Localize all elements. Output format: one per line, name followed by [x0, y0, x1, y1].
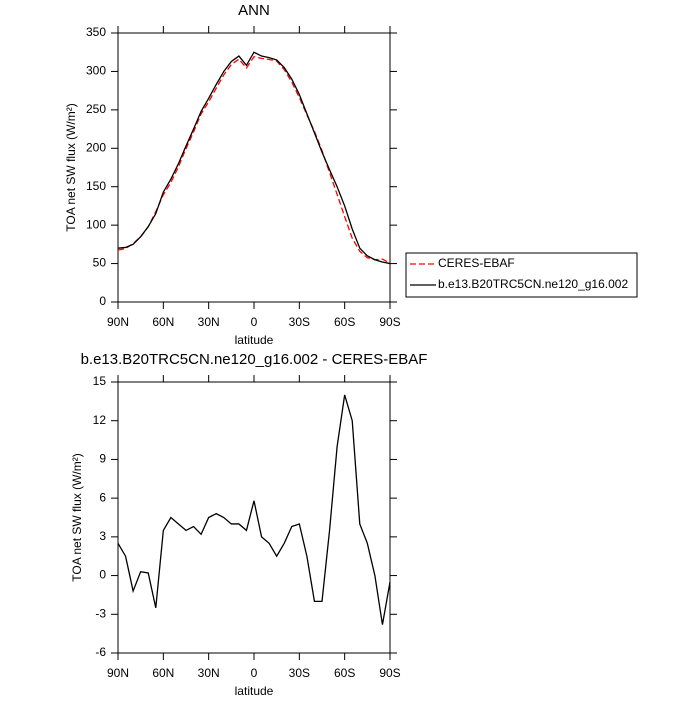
- x-tick-label: 60S: [334, 666, 355, 680]
- x-tick-label: 30S: [289, 315, 310, 329]
- y-tick-label: 100: [86, 217, 106, 231]
- legend-box: [405, 252, 638, 298]
- y-tick-label: 12: [93, 413, 107, 427]
- plot-frame: [117, 32, 391, 303]
- y-tick-label: 0: [99, 294, 106, 308]
- chart-title: ANN: [238, 2, 270, 19]
- legend-label: CERES-EBAF: [438, 256, 515, 270]
- y-tick-label: 200: [86, 140, 106, 154]
- x-axis-label: latitude: [235, 684, 274, 698]
- data-line: [117, 394, 391, 625]
- x-tick-label: 30N: [198, 315, 220, 329]
- data-line: [117, 55, 391, 264]
- y-tick-label: 9: [99, 452, 106, 466]
- y-tick-label: 300: [86, 64, 106, 78]
- x-tick-label: 60N: [152, 315, 174, 329]
- y-tick-label: -3: [95, 606, 106, 620]
- y-tick-label: 0: [99, 568, 106, 582]
- y-axis-label: TOA net SW flux (W/m²): [64, 103, 78, 231]
- x-axis-label: latitude: [235, 333, 274, 347]
- y-tick-label: 15: [93, 374, 107, 388]
- chart-title: b.e13.B20TRC5CN.ne120_g16.002 - CERES-EB…: [81, 351, 428, 368]
- plot-frame: [117, 381, 391, 654]
- y-tick-label: 150: [86, 179, 106, 193]
- y-tick-label: -6: [95, 645, 106, 659]
- y-tick-label: 50: [93, 256, 107, 270]
- x-tick-label: 90N: [107, 666, 129, 680]
- y-tick-label: 350: [86, 25, 106, 39]
- x-tick-label: 90N: [107, 315, 129, 329]
- x-tick-label: 30N: [198, 666, 220, 680]
- x-tick-label: 0: [251, 666, 258, 680]
- y-tick-label: 3: [99, 529, 106, 543]
- x-tick-label: 90S: [379, 315, 400, 329]
- y-axis-label: TOA net SW flux (W/m²): [70, 453, 84, 581]
- x-tick-label: 0: [251, 315, 258, 329]
- legend-label: b.e13.B20TRC5CN.ne120_g16.002: [438, 277, 628, 291]
- x-tick-label: 60S: [334, 315, 355, 329]
- y-tick-label: 6: [99, 490, 106, 504]
- x-tick-label: 90S: [379, 666, 400, 680]
- data-line: [117, 51, 391, 265]
- y-tick-label: 250: [86, 102, 106, 116]
- x-tick-label: 60N: [152, 666, 174, 680]
- x-tick-label: 30S: [289, 666, 310, 680]
